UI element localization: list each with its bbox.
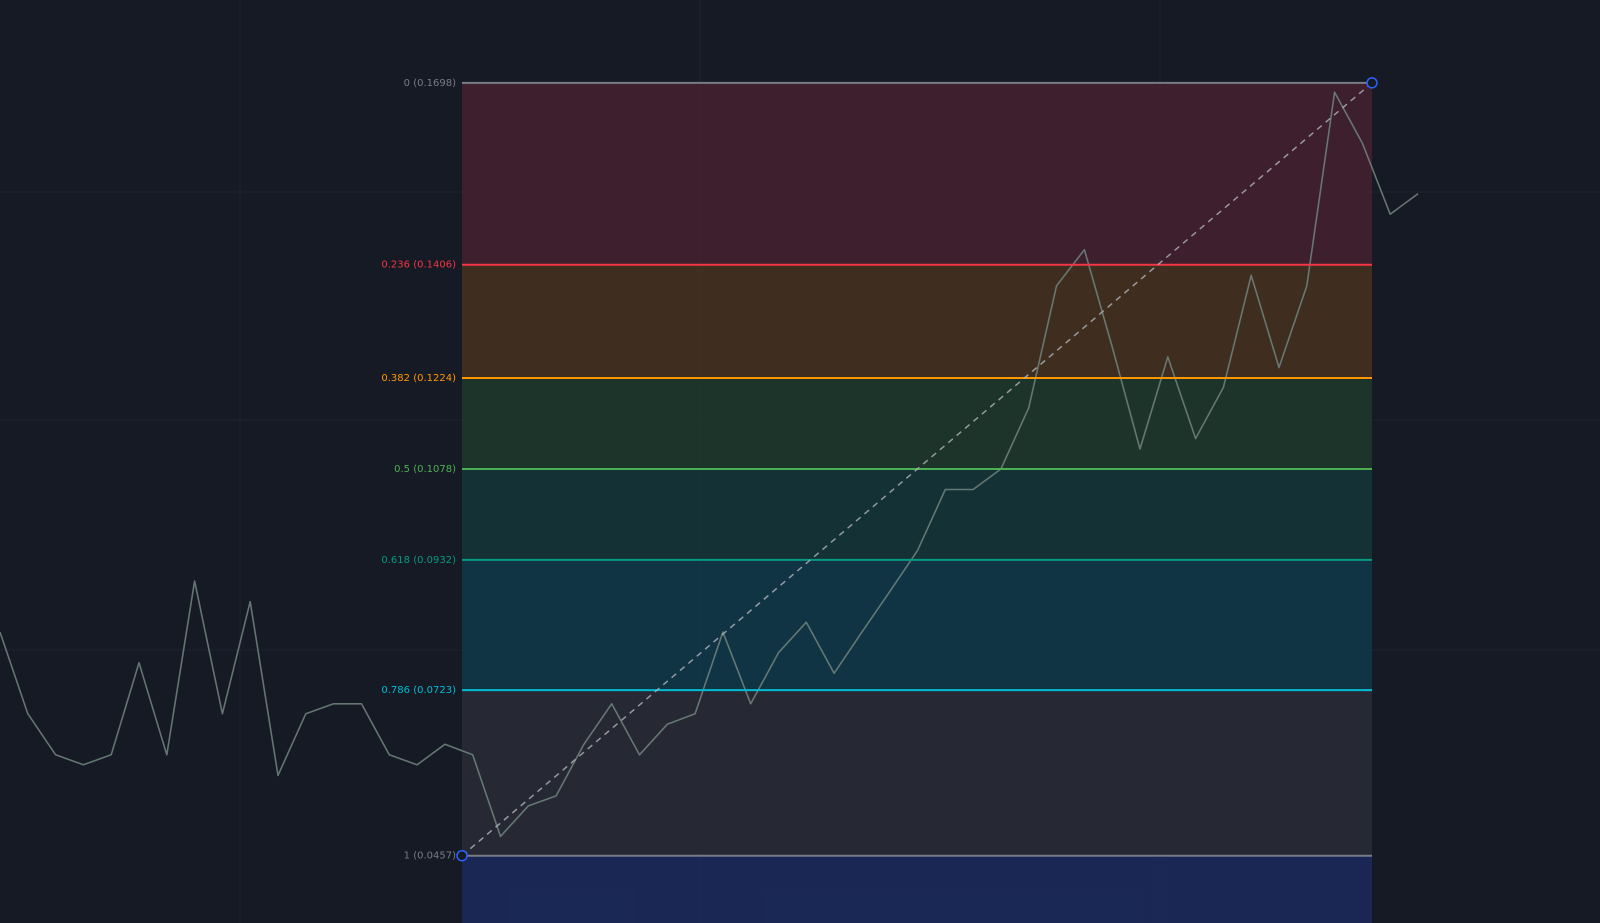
fib-level-label: 0.618 (0.0932) <box>381 555 456 566</box>
fib-levels: 0 (0.1698) 0.236 (0.1406) 0.382 (0.1224) 0.… <box>381 77 1378 862</box>
fib-level-label: 0 (0.1698) <box>404 78 456 89</box>
fib-zone <box>462 82 1372 265</box>
anchor-handle <box>456 849 468 862</box>
price-line <box>0 91 1419 838</box>
anchor-handle <box>1366 77 1378 89</box>
fib-level-label: 0.5 (0.1078) <box>394 464 456 475</box>
trend-line <box>461 82 1373 857</box>
fib-level-label: 1 (0.0457) <box>404 851 456 862</box>
fib-zone <box>462 855 1372 923</box>
fib-level-label: 0.236 (0.1406) <box>381 260 456 271</box>
fib-zone <box>462 690 1372 856</box>
fib-level-label: 0.786 (0.0723) <box>381 685 456 696</box>
price-series <box>0 91 1419 838</box>
fib-zone <box>462 559 1372 691</box>
fib-zone <box>462 264 1372 379</box>
fib-zone <box>462 468 1372 560</box>
fib-zone <box>462 378 1372 469</box>
fib-level-label: 0.382 (0.1224) <box>381 373 456 384</box>
fib-zones <box>462 82 1372 923</box>
